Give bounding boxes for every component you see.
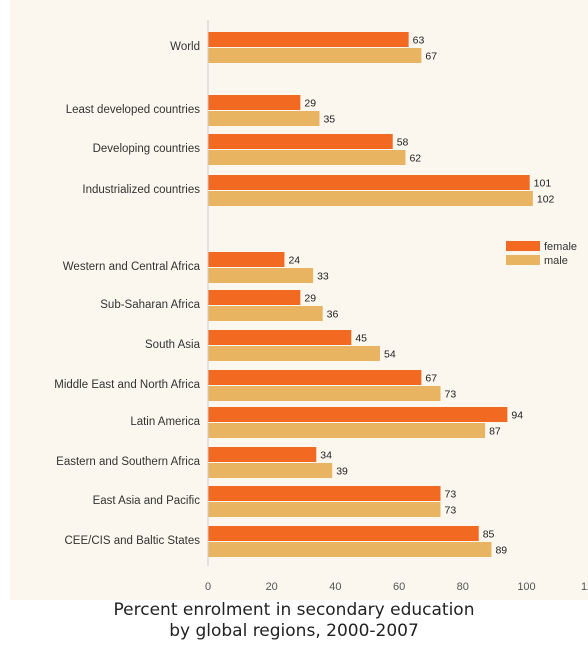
value-label: 63: [413, 35, 425, 47]
x-tick-label: 100: [517, 581, 535, 593]
category-label: Western and Central Africa: [63, 261, 201, 273]
category-label: Latin America: [130, 416, 200, 428]
legend-swatch-male: [506, 255, 540, 265]
x-tick-label: 40: [329, 581, 341, 593]
x-axis-ticks: 0 20 40 60 80 100 120: [205, 581, 588, 593]
legend-label-male: male: [544, 255, 568, 267]
value-label: 101: [534, 178, 552, 190]
bar-female: [208, 526, 479, 541]
bar-male: [208, 423, 486, 438]
value-label: 36: [327, 309, 339, 321]
value-label: 35: [323, 114, 335, 126]
category-label: Least developed countries: [66, 104, 201, 116]
category-label: CEE/CIS and Baltic States: [64, 535, 200, 547]
value-label: 73: [445, 389, 457, 401]
value-label: 62: [409, 153, 421, 165]
bar-male: [208, 502, 441, 517]
bar-male: [208, 386, 441, 401]
bar-female: [208, 32, 409, 47]
value-label: 73: [445, 505, 457, 517]
bar-female: [208, 486, 441, 501]
bar-male: [208, 111, 320, 126]
category-labels: World Least developed countries Developing…: [54, 41, 200, 547]
x-tick-label: 20: [266, 581, 278, 593]
chart-area: World Least developed countries Developing…: [10, 0, 588, 600]
value-label: 54: [384, 349, 396, 361]
caption-line-1: Percent enrolment in secondary education: [113, 600, 475, 620]
value-labels: 6367293558621011022433293645546773948734…: [288, 35, 554, 557]
category-label: Sub-Saharan Africa: [100, 299, 200, 311]
value-label: 73: [445, 489, 457, 501]
value-label: 39: [336, 466, 348, 478]
bar-male: [208, 150, 406, 165]
value-label: 29: [304, 293, 316, 305]
value-label: 29: [304, 98, 316, 110]
x-tick-label: 120: [581, 581, 588, 593]
value-label: 24: [288, 255, 300, 267]
bar-male: [208, 268, 314, 283]
x-tick-label: 0: [205, 581, 211, 593]
bar-female: [208, 175, 530, 190]
value-label: 33: [317, 271, 329, 283]
value-label: 94: [511, 410, 523, 422]
bar-female: [208, 95, 301, 110]
value-label: 67: [425, 373, 437, 385]
bar-chart: World Least developed countries Developing…: [54, 20, 588, 593]
bar-male: [208, 48, 422, 63]
category-label: South Asia: [145, 339, 201, 351]
value-label: 87: [489, 426, 501, 438]
x-tick-label: 80: [457, 581, 469, 593]
category-label: World: [170, 41, 200, 53]
bar-female: [208, 447, 317, 462]
bar-female: [208, 330, 352, 345]
bars-layer: [208, 32, 533, 557]
bar-female: [208, 134, 393, 149]
bar-female: [208, 407, 508, 422]
value-label: 85: [483, 529, 495, 541]
category-label: Eastern and Southern Africa: [56, 456, 200, 468]
bar-male: [208, 463, 333, 478]
bar-male: [208, 191, 533, 206]
legend: female male: [506, 241, 577, 267]
legend-swatch-female: [506, 241, 540, 251]
legend-label-female: female: [544, 241, 577, 253]
value-label: 45: [355, 333, 367, 345]
bar-male: [208, 346, 380, 361]
category-label: Industrialized countries: [82, 184, 200, 196]
value-label: 34: [320, 450, 332, 462]
bar-female: [208, 290, 301, 305]
value-label: 67: [425, 51, 437, 63]
value-label: 89: [495, 545, 507, 557]
bar-male: [208, 542, 492, 557]
bar-female: [208, 370, 422, 385]
bar-male: [208, 306, 323, 321]
bar-female: [208, 252, 285, 267]
category-label: East Asia and Pacific: [93, 495, 201, 507]
value-label: 58: [397, 137, 409, 149]
x-tick-label: 60: [393, 581, 405, 593]
chart-caption: Percent enrolment in secondary education…: [0, 600, 588, 642]
category-label: Developing countries: [93, 143, 201, 155]
value-label: 102: [537, 194, 555, 206]
caption-line-2: by global regions, 2000-2007: [169, 621, 419, 641]
category-label: Middle East and North Africa: [54, 379, 200, 391]
